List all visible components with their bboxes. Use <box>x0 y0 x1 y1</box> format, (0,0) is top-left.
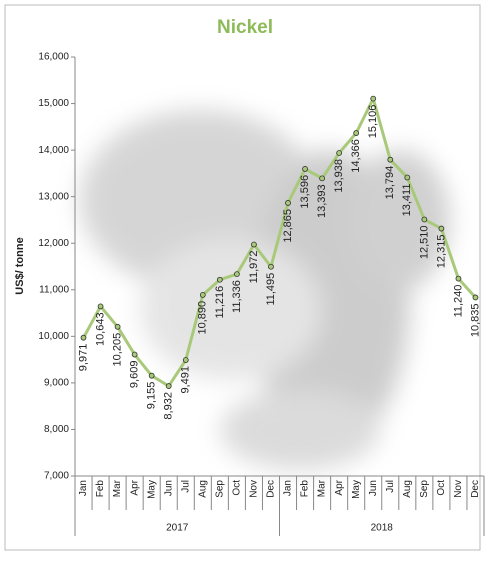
marker <box>165 383 172 389</box>
y-tick-label: 9,000 <box>44 378 69 389</box>
data-label: 10,643 <box>94 312 106 346</box>
x-tick-label: Oct <box>232 480 243 496</box>
x-tick-label: Feb <box>95 480 106 498</box>
data-label: 11,240 <box>452 285 464 318</box>
y-tick-label: 10,000 <box>38 331 69 342</box>
marker <box>472 294 479 301</box>
marker <box>319 175 326 182</box>
marker <box>387 156 394 163</box>
data-label: 10,835 <box>469 303 481 337</box>
y-tick-label: 15,000 <box>38 98 69 109</box>
marker <box>455 275 462 282</box>
marker <box>336 150 343 156</box>
data-label: 10,205 <box>112 333 124 367</box>
data-label: 10,890 <box>197 301 209 335</box>
y-tick-label: 12,000 <box>38 238 69 249</box>
x-tick-label: Sep <box>214 480 225 498</box>
x-tick-label: Feb <box>300 480 311 498</box>
marker <box>268 263 274 270</box>
y-tick-label: 7,000 <box>44 471 69 482</box>
data-label: 12,510 <box>418 225 430 259</box>
data-label: 11,336 <box>231 280 243 313</box>
data-label: 13,938 <box>333 159 345 193</box>
x-tick-label: Jan <box>283 480 294 496</box>
data-label: 9,491 <box>180 366 192 394</box>
x-tick-label: Dec <box>266 480 277 498</box>
x-tick-label: Jun <box>368 480 379 496</box>
marker <box>353 130 360 136</box>
x-tick-label: Jul <box>385 480 396 493</box>
marker <box>97 303 104 310</box>
x-tick-label: Jan <box>78 480 89 496</box>
x-tick-label: Apr <box>334 479 345 495</box>
marker <box>285 200 291 206</box>
chart-title: Nickel <box>217 17 273 38</box>
x-tick-label: May <box>146 480 157 499</box>
x-group-label: 2017 <box>166 523 189 534</box>
marker <box>370 95 377 102</box>
x-tick-label: Aug <box>197 480 208 498</box>
data-label: 14,366 <box>350 139 362 173</box>
marker <box>216 276 223 283</box>
data-label: 13,411 <box>401 184 413 217</box>
data-label: 13,794 <box>384 166 396 200</box>
y-tick-label: 13,000 <box>38 191 69 202</box>
y-tick-label: 8,000 <box>44 424 69 435</box>
marker <box>199 291 206 298</box>
x-tick-label: Aug <box>402 480 413 498</box>
marker <box>251 241 257 248</box>
marker <box>148 372 155 379</box>
x-group-label: 2018 <box>371 523 394 534</box>
data-label: 11,495 <box>265 273 277 306</box>
data-label: 9,155 <box>146 382 158 410</box>
data-label: 9,971 <box>77 344 89 372</box>
marker <box>182 357 189 363</box>
x-tick-label: Mar <box>317 479 328 497</box>
line <box>82 97 477 388</box>
y-tick-label: 16,000 <box>38 52 69 63</box>
marker <box>302 166 308 172</box>
x-tick-label: Nov <box>249 480 260 498</box>
x-tick-label: May <box>351 480 362 499</box>
marker <box>131 351 138 358</box>
data-label: 9,609 <box>129 361 141 389</box>
data-label: 13,596 <box>299 175 311 209</box>
x-tick-label: Jul <box>180 480 191 493</box>
marker <box>404 174 411 181</box>
marker <box>80 334 87 341</box>
x-tick-label: Apr <box>129 479 140 495</box>
marker <box>114 323 121 330</box>
data-label: 15,106 <box>367 105 379 139</box>
data-label: 8,932 <box>163 392 175 420</box>
data-label: 11,972 <box>248 251 260 284</box>
data-label: 12,865 <box>282 209 294 243</box>
x-tick-label: Mar <box>112 479 123 497</box>
data-label: 13,393 <box>316 184 328 218</box>
background-image <box>80 110 450 470</box>
x-tick-label: Dec <box>470 480 481 498</box>
marker <box>233 271 240 278</box>
x-tick-label: Sep <box>419 480 430 498</box>
x-tick-label: Oct <box>436 480 447 496</box>
x-tick-label: Jun <box>163 480 174 496</box>
data-label: 12,315 <box>435 235 447 269</box>
y-axis-label: US$/ tonne <box>14 237 26 294</box>
marker <box>421 216 428 223</box>
x-tick-label: Nov <box>453 480 464 498</box>
data-label: 11,216 <box>214 286 226 319</box>
y-tick-label: 14,000 <box>38 145 69 156</box>
marker <box>438 225 445 232</box>
y-tick-label: 11,000 <box>39 284 69 295</box>
